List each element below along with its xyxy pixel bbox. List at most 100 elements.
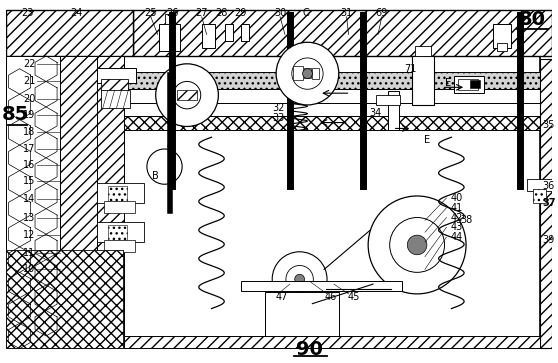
Text: 32: 32 [272,103,284,113]
Bar [376,95,401,105]
Text: A: A [167,139,174,149]
Text: 33: 33 [272,113,284,123]
Text: D: D [359,115,367,126]
Bar [241,281,402,291]
Text: 44: 44 [450,232,463,242]
Bar [101,90,130,108]
Text: 90: 90 [296,340,323,359]
Circle shape [276,42,339,105]
Text: 16: 16 [23,160,35,170]
Text: 11: 11 [23,248,35,258]
Text: 43: 43 [450,222,463,232]
Text: 21: 21 [23,77,35,86]
Bar [415,46,431,56]
Bar [497,43,507,51]
Text: 18: 18 [23,127,35,137]
Bar [304,68,311,78]
Text: E: E [424,135,430,145]
Text: 45: 45 [347,292,360,302]
Bar [133,10,552,56]
Bar [293,66,302,81]
Bar [270,338,334,348]
Text: 71: 71 [404,64,416,74]
Bar [97,56,124,348]
Bar [470,81,480,88]
Text: 26: 26 [166,8,179,18]
Text: D: D [359,83,367,93]
Circle shape [407,235,427,255]
Bar [124,89,541,103]
Bar [124,103,541,116]
Circle shape [295,274,305,284]
Text: 39: 39 [542,235,555,245]
Circle shape [174,81,201,109]
Text: 20: 20 [23,94,35,104]
Text: 22: 22 [23,59,35,69]
Bar [177,90,197,100]
Bar [124,336,541,348]
Bar [124,116,541,130]
Circle shape [292,58,323,89]
Bar [124,72,541,89]
Bar [533,189,546,203]
Bar [104,240,135,252]
Text: 38: 38 [460,216,472,225]
Text: 27: 27 [195,8,208,18]
Text: 17: 17 [23,144,35,154]
Text: 42: 42 [450,212,463,223]
Bar [97,183,144,203]
Bar [108,186,127,201]
Bar [124,56,541,348]
Bar [454,76,484,93]
Bar [458,78,478,90]
Bar [165,14,174,24]
Bar [158,24,180,51]
Circle shape [368,196,466,294]
Bar [97,223,144,242]
Bar [266,292,339,343]
Circle shape [302,69,312,78]
Bar [241,24,249,41]
Bar [225,24,233,41]
Text: 29: 29 [235,8,247,18]
Text: C: C [302,8,309,18]
Circle shape [272,252,327,307]
Text: 47: 47 [276,292,288,302]
Text: 85: 85 [2,105,30,124]
Bar [312,68,319,79]
Bar [108,225,127,240]
Bar [6,250,123,348]
Text: 35: 35 [542,119,555,130]
Bar [6,56,60,348]
Text: 31: 31 [340,8,353,18]
Text: 41: 41 [450,203,463,213]
Circle shape [147,149,182,184]
Text: B: B [152,171,159,182]
Bar [6,10,133,56]
Circle shape [156,64,218,126]
Text: 36: 36 [542,181,555,191]
Bar [527,179,552,191]
Bar [97,68,136,83]
Bar [388,91,400,130]
Text: 80: 80 [519,10,546,29]
Text: 15: 15 [23,176,35,186]
Bar [412,56,434,105]
Text: 10: 10 [23,264,35,274]
Text: 14: 14 [23,194,35,204]
Text: 37: 37 [542,198,556,208]
Bar [60,56,97,348]
Text: 46: 46 [325,292,337,302]
Text: 25: 25 [145,8,157,18]
Bar [541,59,552,348]
Text: 30: 30 [274,8,286,18]
Text: E: E [445,78,451,89]
Text: 24: 24 [70,8,83,18]
Text: 69: 69 [376,8,388,18]
Bar [104,201,135,213]
Text: 28: 28 [215,8,228,18]
Text: 19: 19 [23,110,35,120]
Circle shape [389,217,445,272]
Text: 12: 12 [23,230,35,240]
Bar [101,79,128,91]
